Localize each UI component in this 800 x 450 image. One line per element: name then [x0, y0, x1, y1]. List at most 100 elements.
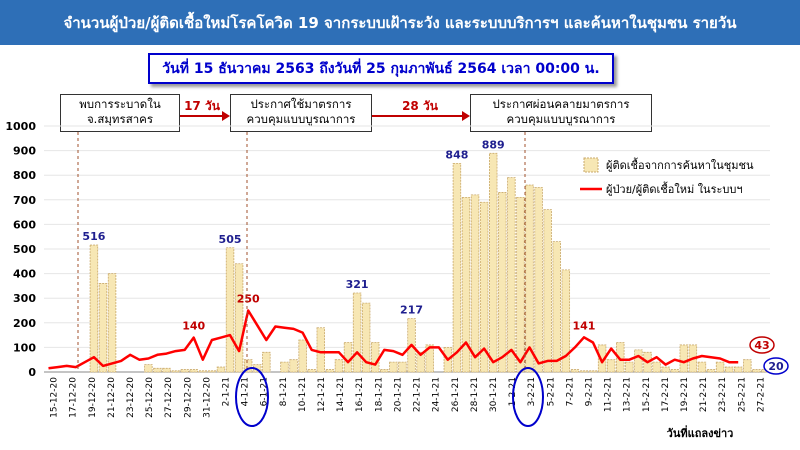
y-tick-label: 200 [13, 317, 36, 330]
bar [198, 370, 208, 373]
x-tick-label: 9-2-21 [585, 377, 595, 406]
bar [579, 370, 589, 373]
x-tick-label: 29-12-20 [183, 377, 193, 418]
x-tick-label: 13-2-21 [623, 377, 633, 412]
annotation-relax-line2: ควบคุมแบบบูรณาการ [506, 112, 616, 126]
x-tick-label: 18-1-21 [374, 377, 384, 412]
x-tick-label: 25-12-20 [145, 377, 155, 418]
bar [652, 361, 661, 373]
last-bar-label-circle [749, 336, 775, 354]
bar [479, 201, 489, 373]
x-tick-label: 15-2-21 [642, 377, 652, 412]
relax-date-highlight-ellipse [512, 367, 544, 427]
bar [334, 359, 344, 373]
bar [180, 369, 189, 373]
x-tick-label: 5-2-21 [546, 377, 556, 406]
bar-data-label: 848 [445, 148, 468, 161]
x-tick-label: 26-1-21 [451, 377, 461, 412]
y-tick-label: 500 [13, 243, 36, 256]
x-tick-label: 21-2-21 [699, 377, 709, 412]
bar-data-label: 321 [346, 278, 369, 291]
bar [461, 196, 471, 373]
x-axis-title: วันที่แถลงข่าว [667, 425, 734, 440]
bar [489, 152, 498, 373]
bar [398, 361, 407, 373]
bar [225, 247, 235, 373]
x-tick-label: 11-2-21 [604, 377, 614, 412]
bar-data-label: 516 [82, 230, 105, 243]
arrow-1-label: 17 วัน [184, 99, 221, 113]
bar [734, 366, 743, 373]
bar [189, 369, 198, 373]
bar [352, 292, 362, 373]
last-bar-label: 43 [754, 339, 769, 352]
bar [280, 361, 289, 373]
bar [498, 192, 507, 373]
bar [525, 184, 534, 373]
bar [543, 209, 552, 373]
bar [507, 177, 516, 373]
bar [416, 351, 425, 373]
x-tick-label: 7-2-21 [565, 377, 575, 406]
bar [153, 367, 162, 373]
bar [743, 359, 752, 373]
date-range-text: วันที่ 15 ธันวาคม 2563 ถึงวันที่ 25 กุมภ… [162, 60, 600, 77]
bar [107, 273, 117, 373]
bar [670, 369, 679, 373]
x-tick-label: 28-1-21 [470, 377, 480, 412]
x-tick-label: 17-12-20 [69, 377, 79, 418]
bar [234, 263, 244, 373]
x-tick-label: 23-2-21 [718, 377, 728, 412]
bar [380, 369, 389, 373]
bar [361, 302, 371, 373]
arrow-2-head-icon [462, 111, 470, 121]
bar [516, 196, 525, 373]
y-tick-label: 300 [13, 292, 36, 305]
x-tick-label: 20-1-21 [393, 377, 403, 412]
arrow-1-head-icon [222, 111, 230, 121]
line-data-label: 140 [182, 320, 205, 333]
bar [207, 370, 217, 373]
bar [697, 361, 707, 373]
bar [425, 344, 434, 373]
annotation-relax-line1: ประกาศผ่อนคลายมาตรการ [492, 97, 630, 111]
legend-bar-label: ผู้ติดเชื้อจากการค้นหาในชุมชน [606, 157, 754, 172]
bar-data-label: 217 [400, 304, 423, 317]
bar [98, 283, 108, 373]
bar [162, 367, 171, 373]
bar [706, 369, 716, 373]
bar [724, 366, 734, 373]
annotation-outbreak-line1: พบการระบาดใน [79, 97, 161, 111]
bar [343, 342, 353, 373]
bar [561, 269, 571, 373]
y-tick-label: 100 [13, 341, 36, 354]
bar [298, 339, 307, 373]
arrow-2-label: 28 วัน [402, 99, 439, 113]
chart-title-bar: จำนวนผู้ป่วย/ผู้ติดเชื้อใหม่โรคโควิด 19 … [0, 0, 800, 45]
bar [634, 349, 643, 373]
bar [552, 241, 561, 373]
bar [316, 327, 325, 373]
bar [289, 359, 298, 373]
bar [216, 366, 226, 373]
bar [616, 342, 625, 373]
x-tick-label: 21-12-20 [107, 377, 117, 418]
bar-data-label: 505 [219, 233, 242, 246]
last-line-label: 20 [768, 360, 784, 373]
bar [144, 364, 153, 373]
x-tick-label: 16-1-21 [355, 377, 365, 412]
x-tick-label: 22-1-21 [413, 377, 423, 412]
bar [661, 366, 670, 373]
y-tick-label: 800 [13, 169, 36, 182]
x-tick-label: 19-12-20 [88, 377, 98, 418]
line-data-label: 250 [237, 293, 260, 306]
y-tick-label: 400 [13, 268, 36, 281]
bar [470, 194, 480, 373]
y-tick-label: 600 [13, 218, 36, 231]
bar-data-label: 889 [482, 138, 505, 151]
x-tick-label: 4-1-21 [241, 377, 251, 406]
bar [243, 359, 253, 373]
bar [325, 369, 335, 373]
bar [534, 187, 543, 373]
bar [371, 342, 380, 373]
